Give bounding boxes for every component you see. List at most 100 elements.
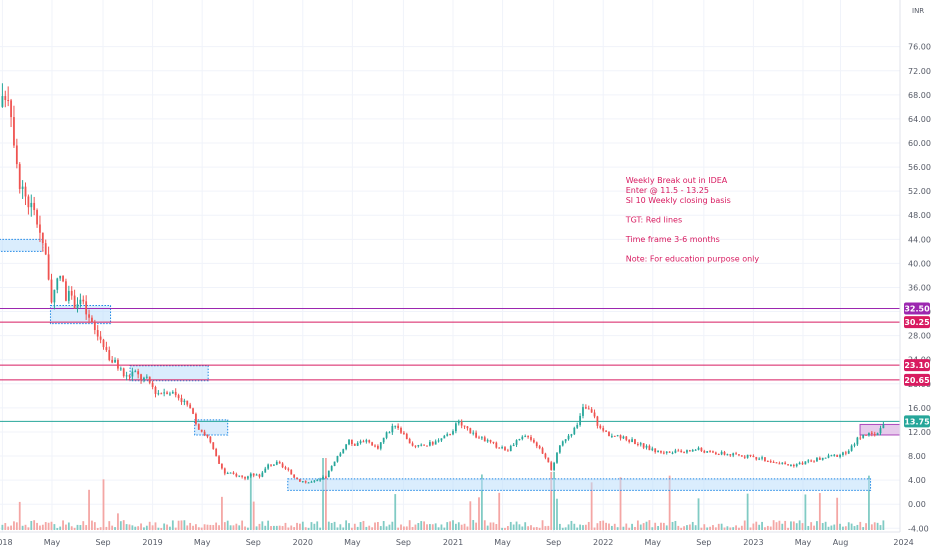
volume-bar xyxy=(154,522,157,530)
candle-body xyxy=(50,279,53,303)
candle-body xyxy=(876,433,879,436)
candle-body xyxy=(544,453,547,458)
candle-body xyxy=(570,434,573,436)
candle-body xyxy=(177,395,180,399)
candle-body xyxy=(307,482,310,484)
volume-bar xyxy=(229,525,232,530)
volume-bar xyxy=(498,492,501,530)
candle-body xyxy=(521,436,524,440)
x-tick-label: May xyxy=(795,538,812,547)
volume-bar xyxy=(13,521,15,530)
candle-body xyxy=(764,457,766,462)
candle-body xyxy=(460,421,463,426)
volume-bar xyxy=(463,523,466,530)
volume-bar xyxy=(761,521,763,530)
volume-bar xyxy=(255,526,258,530)
candle-body xyxy=(428,442,431,446)
volume-bar xyxy=(365,526,368,530)
volume-bar xyxy=(226,520,229,530)
candle-body xyxy=(351,439,353,445)
candle-body xyxy=(735,453,737,455)
candle-body xyxy=(752,455,755,458)
candle-body xyxy=(166,392,168,394)
candle-body xyxy=(59,275,62,279)
volume-bar xyxy=(651,527,654,530)
volume-bar xyxy=(582,525,584,530)
candle-body xyxy=(313,480,316,482)
candle-body xyxy=(203,431,206,436)
volume-bar xyxy=(270,526,272,530)
candle-body xyxy=(452,431,454,435)
price-tag xyxy=(904,302,930,315)
candle-body xyxy=(304,481,307,483)
volume-bar xyxy=(680,527,683,530)
volume-bar xyxy=(140,523,142,530)
volume-bar xyxy=(249,474,252,530)
price-tag-label: 23.10 xyxy=(904,361,930,370)
volume-bar xyxy=(1,524,4,530)
candle-body xyxy=(111,359,114,363)
volume-bar xyxy=(547,525,550,530)
volume-bar xyxy=(426,524,428,530)
volume-bar xyxy=(145,525,148,530)
volume-bar xyxy=(247,527,249,530)
candle-body xyxy=(215,449,218,457)
candle-body xyxy=(879,428,882,434)
volume-bar xyxy=(73,527,76,530)
candle-body xyxy=(686,450,688,453)
volume-bar xyxy=(296,522,298,530)
candle-body xyxy=(506,450,509,452)
price-tag-label: 30.25 xyxy=(904,318,930,327)
volume-bar xyxy=(310,522,313,530)
volume-bar xyxy=(714,527,717,530)
candle-body xyxy=(15,145,18,165)
candle-body xyxy=(299,479,301,482)
time-axis[interactable]: 2018 May Sep 2019 May Sep 2020 May Sep 2021 May Sep… xyxy=(0,538,914,547)
volume-bar xyxy=(749,527,752,530)
candle-body xyxy=(420,444,423,446)
trade-note-line: Time frame 3-6 months xyxy=(625,235,720,244)
volume-bar xyxy=(530,525,532,530)
candle-body xyxy=(801,462,804,465)
volume-bar xyxy=(631,523,633,530)
volume-bar xyxy=(827,526,830,530)
volume-bar xyxy=(50,521,53,530)
support-zone xyxy=(287,478,872,491)
candle-body xyxy=(264,468,267,473)
candle-body xyxy=(125,375,128,377)
candle-body xyxy=(645,445,648,448)
volume-bar xyxy=(70,526,73,530)
candle-body xyxy=(30,202,33,208)
candle-body xyxy=(818,457,821,460)
candle-body xyxy=(18,164,21,189)
candle-body xyxy=(593,412,596,417)
candle-body xyxy=(379,442,382,449)
candle-body xyxy=(454,423,457,432)
volume-bar xyxy=(275,525,278,530)
candle-body xyxy=(480,437,483,439)
volume-bar xyxy=(616,527,619,530)
volume-bar xyxy=(195,524,197,530)
volume-bar xyxy=(509,521,512,530)
candle-body xyxy=(746,454,749,458)
price-tags: 32.50 30.25 23.10 20.65 13.75 xyxy=(904,302,930,428)
candle-body xyxy=(642,443,645,448)
candle-body xyxy=(463,425,466,427)
volume-bar xyxy=(241,520,244,530)
candle-body xyxy=(486,440,489,442)
candle-body xyxy=(73,295,76,309)
candle-body xyxy=(140,374,142,380)
volume-bar xyxy=(143,527,145,530)
candle-body xyxy=(434,441,437,445)
candle-body xyxy=(873,433,876,436)
volume-bar xyxy=(336,527,339,530)
volume-bar xyxy=(160,527,163,530)
candlesticks xyxy=(1,83,885,484)
candle-body xyxy=(524,436,527,438)
candle-body xyxy=(186,400,189,405)
volume-bar xyxy=(408,520,411,530)
volume-bar xyxy=(79,525,82,530)
volume-bar xyxy=(821,523,824,530)
volume-bar xyxy=(18,501,21,530)
